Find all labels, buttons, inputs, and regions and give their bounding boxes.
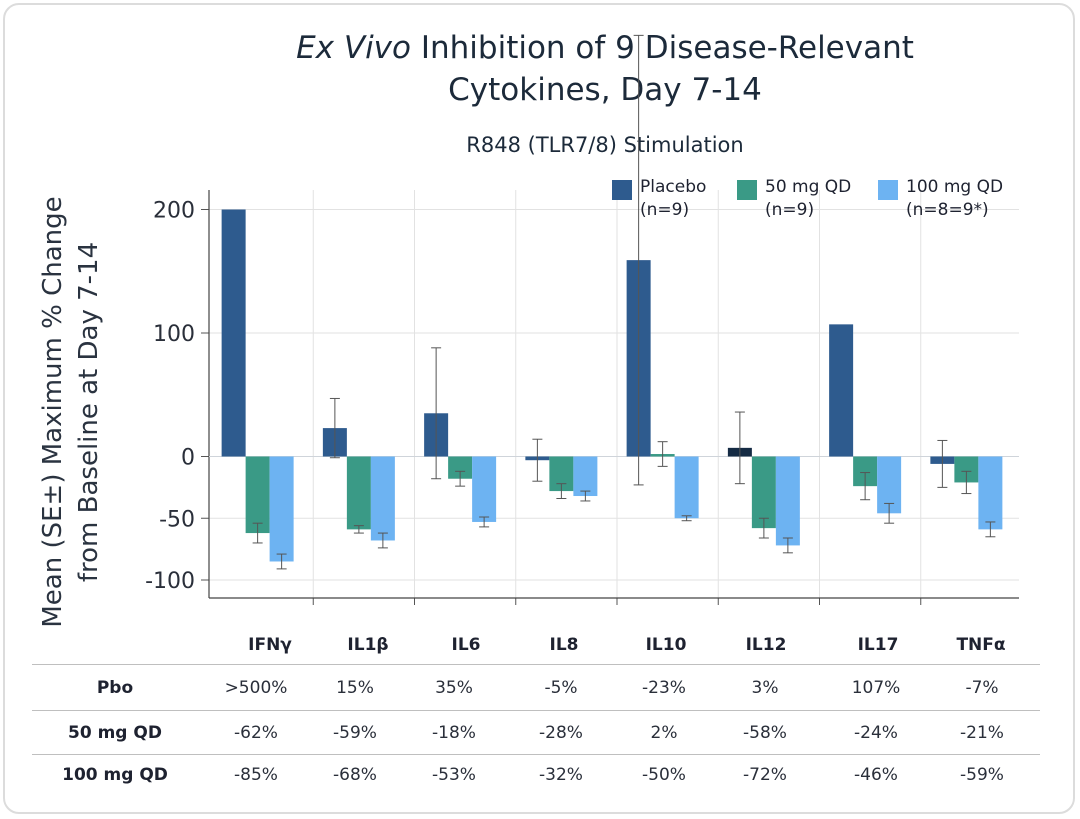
table-cell: -5% [544, 678, 578, 698]
bar [674, 456, 699, 519]
table-divider [32, 754, 1040, 755]
table-cell: 15% [336, 678, 374, 698]
chart-title-line1: Ex Vivo Inhibition of 9 Disease-Relevant [215, 28, 995, 68]
y-tick-label: -50 [159, 507, 195, 532]
table-cell: -72% [743, 765, 787, 785]
category-label: IL10 [645, 635, 687, 655]
category-label: IL1β [347, 635, 389, 655]
category-label: IL12 [745, 635, 787, 655]
y-tick-label: -100 [145, 569, 195, 594]
table-cell: -58% [743, 723, 787, 743]
table-cell: -46% [854, 765, 898, 785]
legend-sub-50mg: (n=9) [765, 200, 815, 220]
chart-subtitle: R848 (TLR7/8) Stimulation [466, 133, 744, 157]
table-cell: -62% [234, 723, 278, 743]
legend-sub-100mg: (n=8=9*) [906, 200, 989, 220]
legend-swatch-50mg [737, 180, 757, 200]
table-cell: -85% [234, 765, 278, 785]
legend-label-placebo: Placebo [640, 177, 707, 197]
table-divider [32, 710, 1040, 711]
bar [573, 456, 598, 497]
legend-sub-placebo: (n=9) [640, 200, 690, 220]
legend-label-50mg: 50 mg QD [765, 177, 852, 197]
category-label: TNFα [956, 635, 1006, 655]
bar [448, 456, 473, 479]
card-frame [3, 3, 1075, 814]
table-cell: -53% [432, 765, 476, 785]
table-cell: -24% [854, 723, 898, 743]
table-cell: 2% [650, 723, 678, 743]
bar [269, 456, 294, 562]
legend-label-100mg: 100 mg QD [906, 177, 1004, 197]
table-cell: -50% [642, 765, 686, 785]
y-tick-label: 200 [153, 199, 195, 224]
table-cell: -18% [432, 723, 476, 743]
table-cell: >500% [224, 678, 288, 698]
table-row-label-100mg: 100 mg QD [62, 765, 168, 785]
category-label: IFNγ [248, 635, 292, 655]
table-row-label-50mg: 50 mg QD [68, 723, 162, 743]
table-cell: -7% [965, 678, 999, 698]
table-cell: -21% [960, 723, 1004, 743]
chart-title-line2: Cytokines, Day 7-14 [448, 72, 762, 108]
bar [472, 456, 497, 522]
category-label: IL6 [451, 635, 481, 655]
category-label: IL8 [549, 635, 579, 655]
legend-swatch-100mg [878, 180, 898, 200]
bar [221, 209, 246, 457]
y-tick-label: 0 [181, 446, 195, 471]
table-cell: -59% [960, 765, 1004, 785]
title-italic: Ex Vivo [296, 30, 411, 66]
table-cell: -23% [642, 678, 686, 698]
bar [978, 456, 1003, 530]
bar [346, 456, 371, 530]
legend-swatch-placebo [612, 180, 632, 200]
table-cell: -28% [539, 723, 583, 743]
bar [245, 456, 270, 534]
title-rest: Inhibition of 9 Disease-Relevant [411, 30, 914, 66]
table-cell: -59% [333, 723, 377, 743]
table-cell: 35% [435, 678, 473, 698]
y-tick-label: 100 [153, 322, 195, 347]
bar [370, 456, 395, 541]
category-label: IL17 [857, 635, 899, 655]
table-cell: 3% [751, 678, 779, 698]
bar [775, 456, 800, 546]
table-cell: 107% [851, 678, 901, 698]
bar [751, 456, 776, 529]
table-row-label-pbo: Pbo [96, 678, 134, 698]
bar [829, 324, 854, 457]
table-cell: -68% [333, 765, 377, 785]
table-cell: -32% [539, 765, 583, 785]
table-divider [32, 664, 1040, 665]
